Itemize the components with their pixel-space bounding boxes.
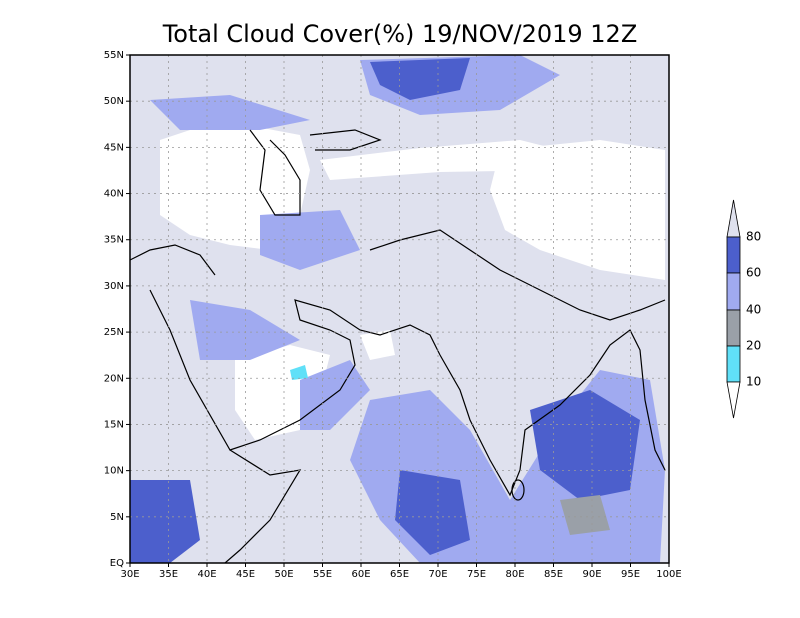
- map-title: Total Cloud Cover(%) 19/NOV/2019 12Z: [162, 20, 638, 48]
- lat-label: 10N: [104, 466, 124, 477]
- lat-label: 15N: [104, 419, 124, 430]
- lat-label: 5N: [110, 512, 124, 523]
- lon-label: 45E: [236, 569, 255, 580]
- lat-label: 35N: [104, 235, 124, 246]
- lat-label: 50N: [104, 96, 124, 107]
- lon-label: 40E: [197, 569, 216, 580]
- lat-label: EQ: [110, 558, 124, 569]
- colorbar: [726, 199, 741, 419]
- legend-level: 10: [746, 375, 761, 389]
- lon-label: 85E: [544, 569, 563, 580]
- lat-label: 20N: [104, 373, 124, 384]
- lon-label: 80E: [505, 569, 524, 580]
- lon-label: 55E: [313, 569, 332, 580]
- legend-level: 20: [746, 339, 761, 353]
- lon-label: 90E: [582, 569, 601, 580]
- legend-level: 60: [746, 266, 761, 280]
- lat-label: 45N: [104, 142, 124, 153]
- lon-label: 95E: [621, 569, 640, 580]
- lon-label: 35E: [159, 569, 178, 580]
- lon-label: 100E: [656, 569, 681, 580]
- lat-label: 40N: [104, 189, 124, 200]
- lon-label: 60E: [351, 569, 370, 580]
- lat-label: 30N: [104, 281, 124, 292]
- lon-label: 75E: [467, 569, 486, 580]
- lon-label: 30E: [120, 569, 139, 580]
- lat-label: 55N: [104, 50, 124, 61]
- graticule: [130, 55, 669, 563]
- lat-label: 25N: [104, 327, 124, 338]
- lon-label: 65E: [390, 569, 409, 580]
- lon-label: 70E: [428, 569, 447, 580]
- legend-level: 40: [746, 303, 761, 317]
- legend-level: 80: [746, 230, 761, 244]
- lon-label: 50E: [274, 569, 293, 580]
